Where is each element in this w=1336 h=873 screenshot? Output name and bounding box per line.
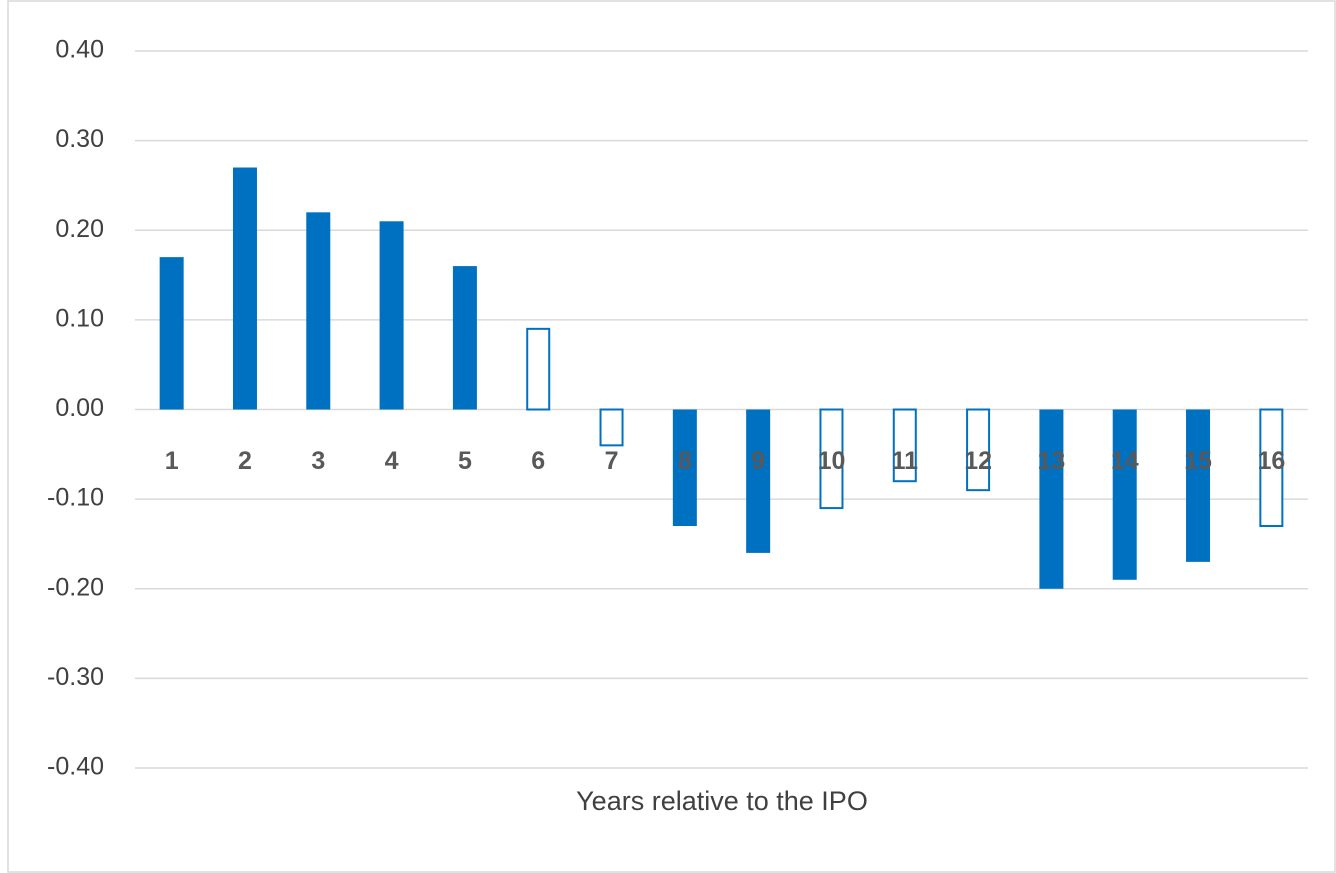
bar — [819, 408, 844, 510]
x-tick-label: 8 — [678, 447, 692, 475]
bar — [1186, 409, 1211, 562]
bar — [746, 409, 771, 553]
bar — [526, 327, 551, 411]
bar — [306, 212, 331, 410]
x-tick-label: 1 — [165, 447, 179, 475]
bar — [452, 266, 477, 410]
bar — [966, 408, 991, 492]
x-tick-label: 6 — [531, 447, 545, 475]
y-tick-label: -0.40 — [47, 753, 104, 781]
x-tick-label: 5 — [458, 447, 472, 475]
x-tick-label: 2 — [238, 447, 252, 475]
bar — [672, 409, 697, 527]
x-axis-label: Years relative to the IPO — [576, 786, 868, 816]
x-tick-label: 3 — [311, 447, 325, 475]
y-tick-label: -0.10 — [47, 484, 104, 512]
y-tick-label: 0.40 — [55, 36, 104, 64]
y-tick-label: 0.20 — [55, 215, 104, 243]
x-tick-label: 15 — [1184, 447, 1212, 475]
x-tick-label: 9 — [751, 447, 765, 475]
x-tick-label: 13 — [1038, 447, 1066, 475]
bar — [232, 167, 257, 410]
x-tick-label: 10 — [818, 447, 846, 475]
bar — [159, 257, 184, 410]
x-tick-label: 12 — [964, 447, 992, 475]
bar — [1259, 408, 1284, 528]
x-tick-label: 14 — [1111, 447, 1139, 475]
y-tick-label: 0.00 — [55, 394, 104, 422]
y-tick-label: -0.30 — [47, 663, 104, 691]
x-tick-label: 4 — [385, 447, 399, 475]
x-tick-label: 16 — [1257, 447, 1285, 475]
bar — [599, 408, 624, 447]
bar — [379, 221, 404, 410]
x-tick-label: 11 — [892, 447, 919, 475]
y-tick-label: 0.10 — [55, 304, 104, 332]
y-tick-label: 0.30 — [55, 125, 104, 153]
bar — [1039, 409, 1064, 589]
bar — [1112, 409, 1137, 580]
y-tick-label: -0.20 — [47, 573, 104, 601]
bar — [892, 408, 917, 483]
x-tick-label: 7 — [605, 447, 619, 475]
